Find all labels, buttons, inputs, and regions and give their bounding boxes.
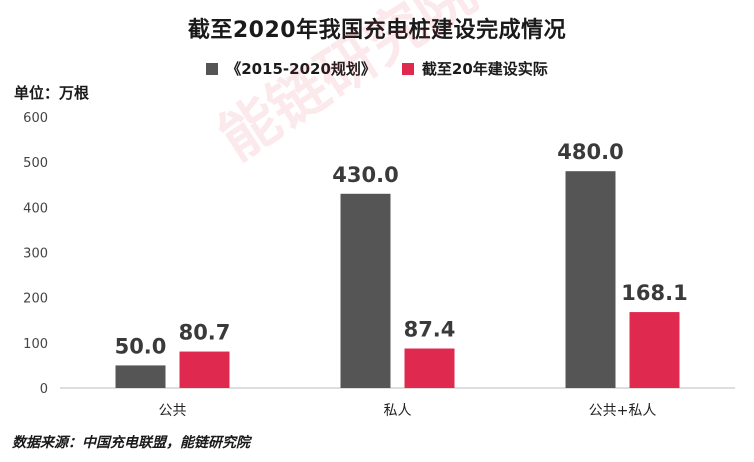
y-tick-label: 600 (23, 111, 48, 126)
x-category-label: 私人 (384, 403, 412, 419)
data-label-actual: 168.1 (621, 281, 687, 305)
bar-planned (115, 365, 166, 388)
legend-label-planned: 《2015-2020规划》 (226, 60, 376, 78)
y-tick-label: 500 (23, 156, 48, 171)
legend-swatch-actual (401, 62, 414, 75)
y-tick-label: 0 (40, 382, 48, 397)
x-category-label: 公共+私人 (589, 403, 657, 419)
y-tick-label: 100 (23, 337, 48, 352)
bar-planned (565, 171, 616, 388)
data-label-actual: 80.7 (179, 321, 231, 345)
bar-planned (340, 193, 391, 388)
data-label-planned: 480.0 (557, 140, 623, 164)
legend: 《2015-2020规划》 截至20年建设实际 (0, 58, 754, 79)
x-category-label: 公共 (159, 403, 187, 419)
legend-item-planned: 《2015-2020规划》 (206, 58, 376, 79)
legend-item-actual: 截至20年建设实际 (401, 58, 548, 79)
data-label-planned: 50.0 (115, 334, 167, 358)
data-label-planned: 430.0 (332, 163, 398, 187)
data-label-actual: 87.4 (404, 318, 456, 342)
bar-actual (404, 348, 455, 388)
bar-actual (179, 351, 230, 388)
unit-label: 单位：万根 (14, 84, 90, 102)
y-tick-label: 300 (23, 247, 48, 262)
chart-title: 截至2020年我国充电桩建设完成情况 (187, 18, 567, 43)
y-tick-label: 200 (23, 292, 48, 307)
data-source: 数据来源：中国充电联盟，能链研究院 (12, 435, 250, 451)
y-tick-label: 400 (23, 201, 48, 216)
legend-swatch-planned (206, 62, 219, 75)
bar-actual (629, 312, 680, 388)
legend-label-actual: 截至20年建设实际 (421, 60, 548, 78)
